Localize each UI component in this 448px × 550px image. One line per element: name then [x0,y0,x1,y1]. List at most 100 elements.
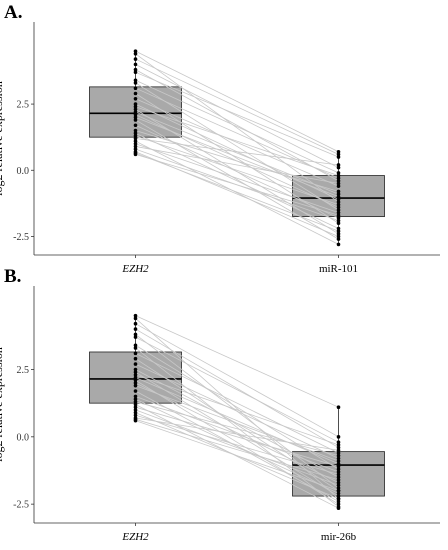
pair-line [135,69,339,182]
data-point-EZH2 [133,408,138,412]
pair-line [135,409,339,486]
data-point-EZH2 [133,410,138,415]
pair-line [135,363,339,459]
pair-line [135,138,339,166]
pair-line [135,318,339,500]
data-point-EZH2 [133,147,138,151]
data-point-EZH2 [133,123,138,128]
data-point-miR-101 [336,229,341,233]
data-point-EZH2 [133,373,138,377]
data-point-mir-26b [336,488,341,493]
panel-b-label: B. [4,266,22,287]
pair-line [135,79,339,174]
data-point-mir-26b [336,461,341,466]
pair-line [135,87,339,179]
pair-line [135,146,339,184]
data-point-EZH2 [133,131,138,136]
y-tick-label: -2.5 [13,232,29,243]
data-point-miR-101 [336,152,341,157]
data-point-mir-26b [336,451,341,455]
pair-line [135,417,339,451]
pair-line [135,385,339,462]
data-point-EZH2 [133,313,138,318]
data-point-EZH2 [133,57,138,61]
data-point-miR-101 [336,189,341,194]
data-point-miR-101 [336,179,341,183]
pair-line [135,418,339,481]
chart-panel-b: B. -2.5 0.0 2.5 EZH2 mir-26b log2 relative ex… [0,266,448,550]
y-tick-label: 0.0 [17,166,30,177]
pair-line [135,143,339,214]
pair-line [135,106,339,176]
data-point-mir-26b [336,456,341,461]
data-point-miR-101 [336,165,341,170]
pair-line [135,64,339,168]
data-point-miR-101 [336,155,341,159]
data-point-miR-101 [336,163,341,167]
data-point-EZH2 [133,141,138,146]
y-tick-label: 2.5 [17,365,30,376]
pair-line [135,111,339,195]
data-point-mir-26b [336,470,341,474]
data-point-mir-26b [336,491,341,496]
data-point-miR-101 [336,210,341,215]
data-point-mir-26b [336,480,341,485]
pair-line [135,328,339,448]
pair-line [135,58,339,155]
data-point-EZH2 [133,128,138,133]
data-point-miR-101 [336,226,341,231]
data-point-miR-101 [336,234,341,239]
data-point-EZH2 [133,375,138,380]
data-point-EZH2 [133,81,138,85]
data-point-mir-26b [336,486,341,490]
pair-line [135,132,339,229]
data-point-EZH2 [133,370,138,374]
data-point-miR-101 [336,176,341,181]
data-point-EZH2 [133,102,138,106]
pair-line [135,414,339,475]
data-point-EZH2 [133,104,138,109]
data-point-EZH2 [133,397,138,401]
data-point-miR-101 [336,237,341,241]
panel-a-label: A. [4,2,23,23]
data-point-mir-26b [336,459,341,463]
data-point-miR-101 [336,173,341,178]
data-point-miR-101 [336,181,341,186]
y-tick-label: 2.5 [17,100,30,111]
data-point-mir-26b [336,445,341,450]
data-point-EZH2 [133,321,138,326]
pair-line [135,152,339,232]
data-point-mir-26b [336,483,341,488]
data-point-EZH2 [133,362,138,366]
data-point-EZH2 [133,389,138,393]
pair-line [135,401,339,457]
pair-line [135,82,339,211]
data-point-EZH2 [133,91,138,96]
chart-b-svg: -2.5 0.0 2.5 EZH2 mir-26b log2 relative expre… [0,286,440,543]
pair-line [135,347,339,508]
data-point-miR-101 [336,218,341,223]
pair-line [135,93,339,224]
pair-line [135,140,339,245]
data-point-mir-26b [336,464,341,469]
data-point-miR-101 [336,232,341,236]
data-point-miR-101 [336,192,341,196]
pair-line [135,377,339,465]
data-point-miR-101 [336,200,341,204]
data-point-mir-26b [336,435,341,439]
data-point-EZH2 [133,346,138,350]
data-point-miR-101 [336,213,341,218]
data-point-EZH2 [133,144,138,149]
pair-line [135,116,339,198]
data-point-miR-101 [336,194,341,199]
x-tick-label: miR-101 [319,263,358,275]
pair-line [135,382,339,483]
data-point-mir-26b [336,440,341,445]
data-point-EZH2 [133,367,138,372]
data-point-miR-101 [336,221,341,226]
data-point-mir-26b [336,506,341,510]
data-point-EZH2 [133,70,138,75]
data-point-EZH2 [133,413,138,418]
data-point-miR-101 [336,202,341,207]
data-point-EZH2 [133,394,138,399]
